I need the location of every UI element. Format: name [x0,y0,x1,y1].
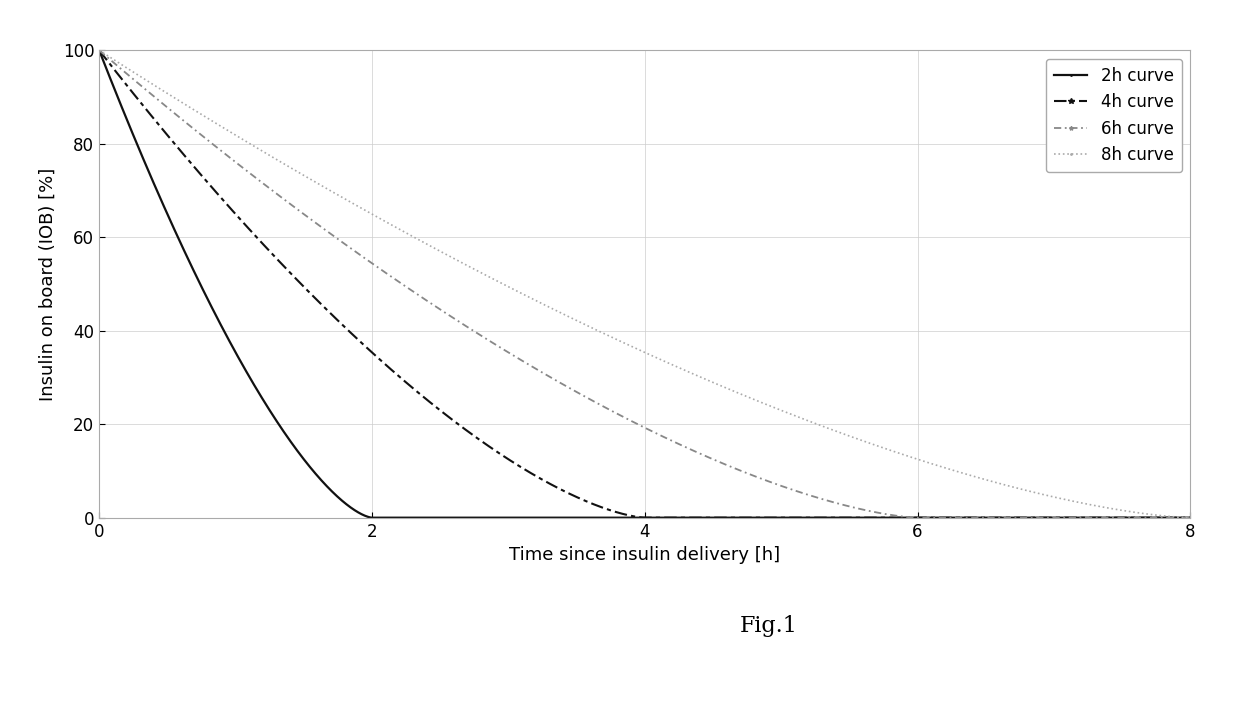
2h curve [558,513,573,522]
Text: Fig.1: Fig.1 [740,615,797,636]
4h curve [1183,513,1198,522]
Line: 2h curve: 2h curve [99,50,1190,518]
6h curve [910,513,925,522]
6h curve [216,148,231,157]
X-axis label: Time since insulin delivery [h]: Time since insulin delivery [h] [510,546,780,564]
6h curve [1183,513,1198,522]
Line: 8h curve: 8h curve [99,50,1190,518]
2h curve [216,326,231,334]
2h curve [511,513,526,522]
8h curve [92,46,107,55]
6h curve [1044,513,1059,522]
6h curve [1162,513,1177,522]
2h curve [365,513,379,522]
6h curve [92,46,107,55]
4h curve [1044,513,1059,522]
8h curve [558,311,573,319]
6h curve [558,381,573,390]
6h curve [281,198,296,207]
Line: 6h curve: 6h curve [99,50,1190,518]
2h curve [92,46,107,55]
8h curve [510,287,525,296]
8h curve [1162,512,1177,521]
8h curve [216,124,231,132]
4h curve [1162,513,1177,522]
2h curve [1162,513,1177,522]
4h curve [216,196,231,205]
4h curve [558,487,573,496]
4h curve [281,267,296,275]
2h curve [281,434,296,443]
Legend: 2h curve, 4h curve, 6h curve, 8h curve: 2h curve, 4h curve, 6h curve, 8h curve [1045,59,1182,173]
Y-axis label: Insulin on board (IOB) [%]: Insulin on board (IOB) [%] [40,168,57,400]
8h curve [281,162,296,171]
Line: 4h curve: 4h curve [99,50,1190,518]
6h curve [510,354,525,362]
8h curve [1183,513,1198,522]
2h curve [1183,513,1198,522]
8h curve [1044,492,1059,500]
4h curve [92,46,107,55]
2h curve [1044,513,1059,522]
4h curve [637,513,652,522]
4h curve [510,461,525,470]
